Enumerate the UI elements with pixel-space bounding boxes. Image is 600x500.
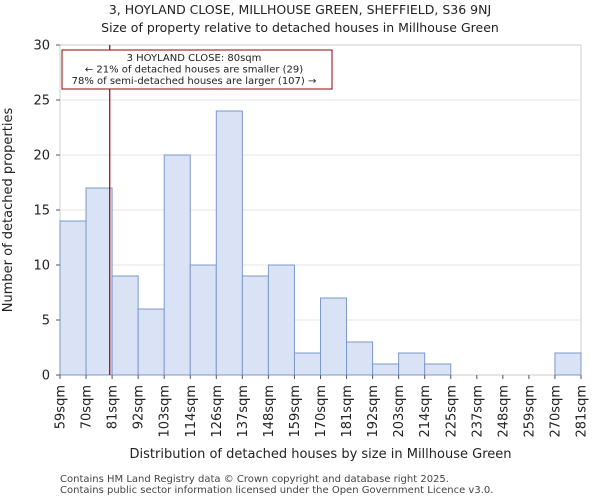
footer-licence: Contains public sector information licen… (60, 485, 494, 496)
bar-126sqm (215, 110, 243, 376)
x-tick-label: 81sqm (106, 385, 121, 429)
y-axis-label: Number of detached properties (1, 108, 16, 313)
bar-81sqm (111, 275, 139, 376)
chart-title: 3, HOYLAND CLOSE, MILLHOUSE GREEN, SHEFF… (108, 2, 492, 17)
bar-214sqm (424, 363, 452, 376)
x-tick-label: 203sqm (392, 385, 407, 438)
x-tick-label: 248sqm (496, 385, 511, 438)
x-tick-label: 137sqm (236, 385, 251, 438)
annotation-line-1: 3 HOYLAND CLOSE: 80sqm (127, 53, 262, 64)
y-tick-label: 10 (33, 259, 50, 274)
bar-192sqm (372, 363, 400, 376)
x-tick-label: 181sqm (340, 385, 355, 438)
bar-270sqm (554, 352, 582, 376)
x-tick-label: 170sqm (314, 385, 329, 438)
x-tick-label: 192sqm (366, 385, 381, 438)
y-tick-label: 5 (42, 314, 50, 329)
y-tick-label: 15 (33, 204, 50, 219)
annotation-line-3: 78% of semi-detached houses are larger (… (72, 76, 317, 87)
chart-subtitle: Size of property relative to detached ho… (101, 20, 499, 35)
annotation-frame (61, 49, 333, 90)
x-tick-label: 148sqm (262, 385, 277, 438)
bar-148sqm (267, 264, 295, 376)
x-tick-label: 214sqm (418, 385, 433, 438)
bars (59, 110, 582, 376)
x-tick-label: 92sqm (132, 385, 147, 429)
x-tick-label: 237sqm (470, 385, 485, 438)
y-tick-label: 20 (33, 149, 50, 164)
footer-copyright: Contains HM Land Registry data © Crown c… (60, 474, 449, 485)
bar-181sqm (346, 341, 374, 376)
x-tick-label: 103sqm (158, 385, 173, 438)
x-tick-label: 70sqm (80, 385, 95, 429)
bar-170sqm (320, 297, 348, 376)
x-axis-label: Distribution of detached houses by size … (130, 447, 512, 462)
x-tick-label: 259sqm (522, 385, 537, 438)
histogram-chart: 0 5 10 15 20 25 30 59sqm 70sqm 81sqm 92sqm 103sqm 1… (1, 39, 590, 463)
annotation-box: 3 HOYLAND CLOSE: 80sqm ← 21% of detached… (61, 49, 333, 90)
bar-92sqm (137, 308, 165, 376)
x-tick-label: 159sqm (288, 385, 303, 438)
x-tick-label: 59sqm (54, 385, 69, 429)
x-axis: 59sqm 70sqm 81sqm 92sqm 103sqm 114sqm 126sqm 13… (54, 375, 590, 438)
bar-103sqm (163, 154, 191, 376)
x-tick-label: 114sqm (184, 385, 199, 438)
x-tick-label: 281sqm (575, 385, 590, 438)
annotation-line-2: ← 21% of detached houses are smaller (29… (85, 65, 303, 76)
y-tick-label: 0 (42, 369, 50, 384)
bar-137sqm (241, 275, 269, 376)
bar-59sqm (59, 220, 87, 376)
bar-203sqm (398, 352, 426, 376)
bar-159sqm (293, 352, 322, 376)
y-axis: 0 5 10 15 20 25 30 (33, 39, 60, 384)
bar-114sqm (189, 264, 217, 376)
x-tick-label: 270sqm (548, 385, 563, 438)
x-tick-label: 225sqm (444, 385, 459, 438)
y-tick-label: 25 (33, 94, 50, 109)
x-tick-label: 126sqm (210, 385, 225, 438)
bar-70sqm (85, 187, 113, 376)
y-tick-label: 30 (33, 39, 50, 54)
